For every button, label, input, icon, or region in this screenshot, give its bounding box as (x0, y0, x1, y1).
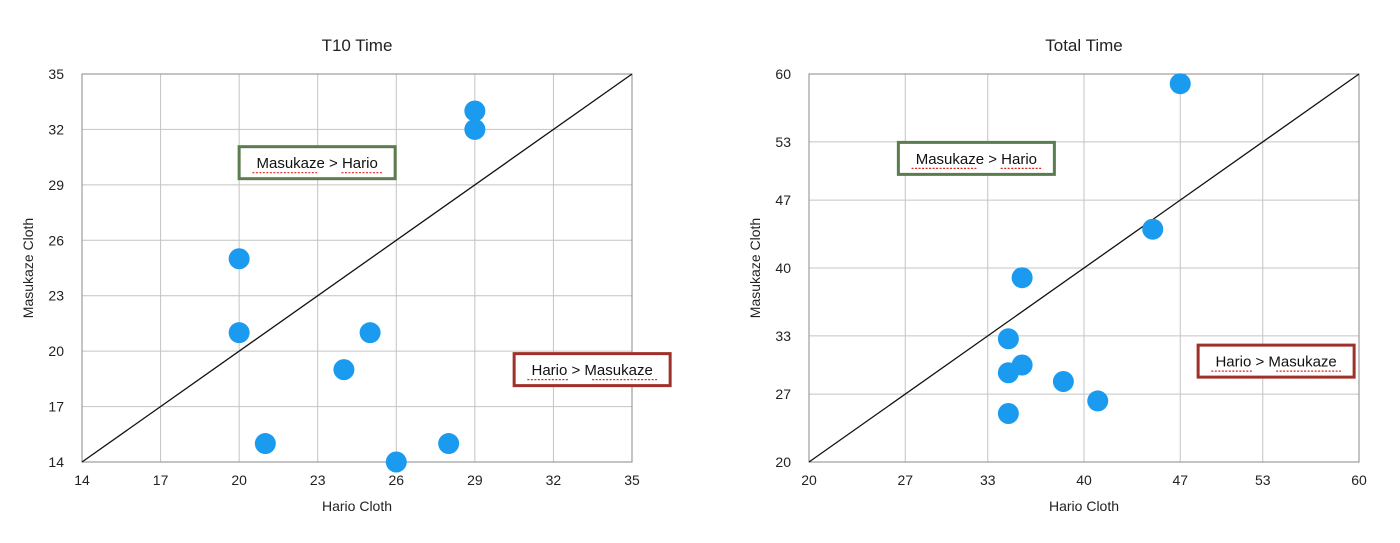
x-tick-label: 35 (624, 472, 640, 488)
annotation-1: Masukaze > Hario (896, 140, 1056, 176)
y-tick-label: 35 (48, 66, 64, 82)
data-point (1142, 218, 1164, 240)
y-axis-label: Masukaze Cloth (20, 218, 36, 318)
data-point (464, 118, 486, 140)
data-point (385, 451, 407, 473)
annotation-box (896, 140, 1056, 176)
data-point (1011, 267, 1033, 289)
data-point (359, 322, 381, 344)
x-tick-label: 32 (546, 472, 562, 488)
annotation-1: Masukaze > Hario (237, 145, 397, 181)
y-tick-label: 40 (775, 260, 791, 276)
x-tick-label: 47 (1172, 472, 1188, 488)
x-tick-label: 26 (388, 472, 404, 488)
x-tick-label: 17 (153, 472, 169, 488)
data-point (333, 359, 355, 381)
data-point (1052, 370, 1074, 392)
data-point (228, 322, 250, 344)
annotation-box (512, 352, 672, 388)
y-tick-label: 29 (48, 177, 64, 193)
data-point (997, 328, 1019, 350)
y-tick-label: 32 (48, 121, 64, 137)
annotation-text: Masukaze > Hario (916, 151, 1037, 168)
annotation-box (237, 145, 397, 181)
x-tick-label: 53 (1255, 472, 1271, 488)
y-tick-label: 20 (775, 454, 791, 470)
annotation-text: Hario > Masukaze (1215, 354, 1336, 371)
y-tick-label: 17 (48, 399, 64, 415)
x-tick-label: 20 (231, 472, 247, 488)
y-tick-label: 60 (775, 66, 791, 82)
chart-2: 20 27 33 40 47 53 60 20 27 33 40 47 53 60 Total Time Ha… (747, 36, 1367, 514)
x-tick-label: 33 (980, 472, 996, 488)
x-tick-label: 40 (1076, 472, 1092, 488)
x-axis-label: Hario Cloth (322, 498, 392, 514)
annotation-2: Hario > Masukaze (512, 352, 672, 388)
diagonal-line (808, 73, 1360, 463)
x-tick-label: 14 (74, 472, 90, 488)
y-tick-label: 14 (48, 454, 64, 470)
data-point (997, 362, 1019, 384)
x-axis-label: Hario Cloth (1049, 498, 1119, 514)
annotation-text: Masukaze > Hario (256, 155, 377, 172)
data-point (228, 248, 250, 270)
data-point (438, 433, 460, 455)
x-tick-label: 20 (801, 472, 817, 488)
chart-title: T10 Time (322, 36, 393, 55)
diagonal-line (81, 73, 633, 463)
data-point (997, 403, 1019, 424)
chart-title: Total Time (1045, 36, 1122, 55)
y-tick-label: 23 (48, 288, 64, 304)
x-tick-label: 27 (897, 472, 913, 488)
chart-1: 14 17 20 23 26 29 32 35 14 17 20 23 26 29 32 35 T10 Time… (20, 36, 672, 514)
data-point (1169, 73, 1191, 95)
x-tick-label: 29 (467, 472, 483, 488)
data-point (464, 100, 486, 122)
x-tick-label: 23 (310, 472, 326, 488)
x-tick-label: 60 (1351, 472, 1367, 488)
data-point (254, 433, 276, 455)
annotation-text: Hario > Masukaze (531, 362, 652, 379)
y-tick-label: 20 (48, 343, 64, 359)
annotation-2: Hario > Masukaze (1196, 343, 1356, 379)
y-tick-label: 47 (775, 192, 791, 208)
y-axis-label: Masukaze Cloth (747, 218, 763, 318)
y-tick-label: 27 (775, 386, 791, 402)
data-point (1087, 390, 1109, 412)
plot-frame (81, 73, 633, 463)
plot-frame (808, 73, 1360, 463)
y-tick-label: 53 (775, 134, 791, 150)
y-tick-label: 26 (48, 232, 64, 248)
annotation-box (1196, 343, 1356, 379)
y-tick-label: 33 (775, 328, 791, 344)
